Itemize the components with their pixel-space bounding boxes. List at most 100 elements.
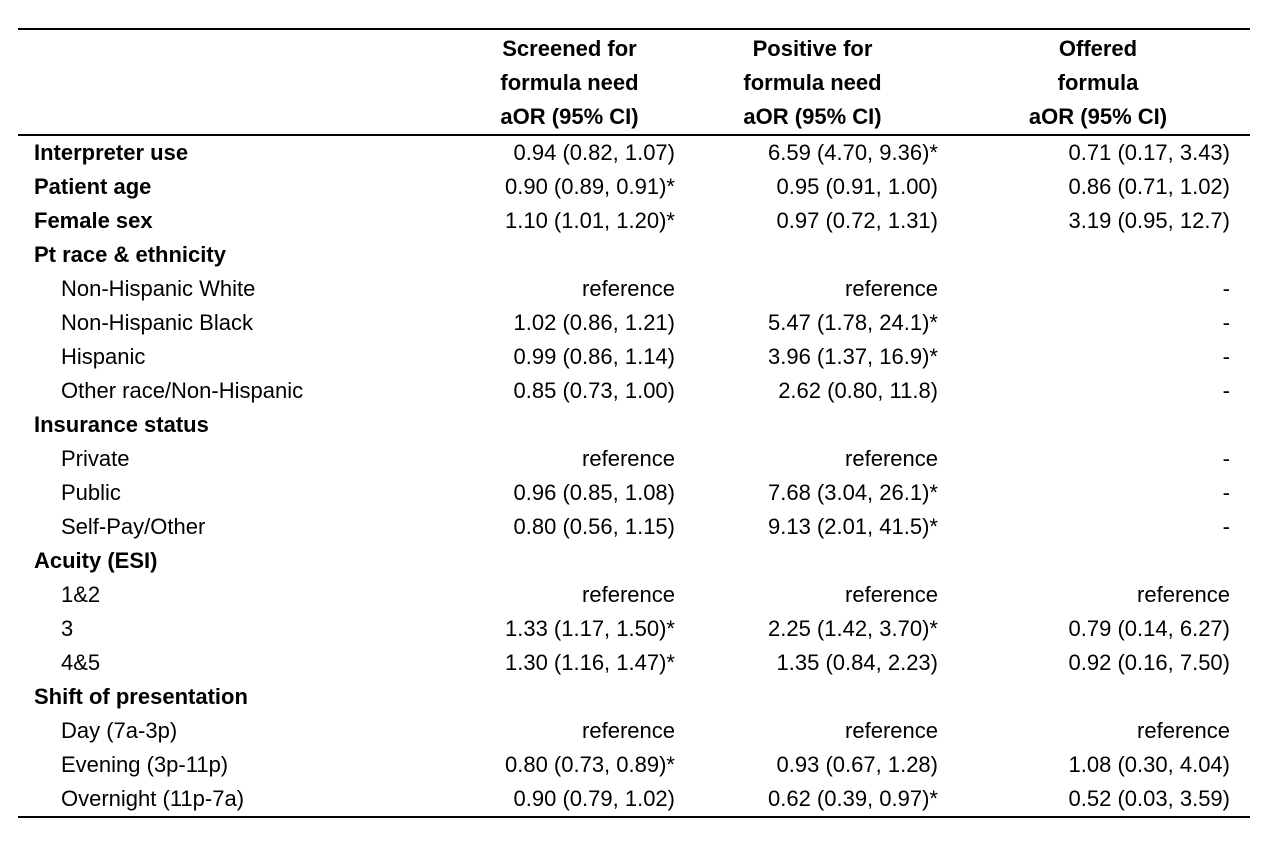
offered-value: reference bbox=[1137, 718, 1230, 743]
positive-value: 0.62 (0.39, 0.97)* bbox=[679, 782, 946, 818]
screened-value: reference bbox=[582, 582, 675, 607]
table-row: Patient age 0.90 (0.89, 0.91)* 0.95 (0.91,… bbox=[18, 170, 1250, 204]
table-row: 3 1.33 (1.17, 1.50)* 2.25 (1.42, 3.70)* 0.7… bbox=[18, 612, 1250, 646]
row-group-label: Pt race & ethnicity bbox=[34, 242, 226, 267]
table-row: Interpreter use 0.94 (0.82, 1.07) 6.59 (4.… bbox=[18, 135, 1250, 170]
positive-value: 2.25 (1.42, 3.70)* bbox=[767, 616, 938, 641]
offered-value: - bbox=[1222, 514, 1230, 539]
offered-value bbox=[946, 680, 1250, 714]
offered-value: 0.52 (0.03, 3.59) bbox=[946, 782, 1250, 818]
screened-value: 0.85 (0.73, 1.00) bbox=[513, 378, 675, 403]
positive-value: reference bbox=[845, 718, 938, 743]
header-positive: Positive for formula need aOR (95% CI) bbox=[679, 28, 946, 136]
positive-value: 3.96 (1.37, 16.9)* bbox=[767, 344, 938, 369]
row-sub-label: Evening (3p-11p) bbox=[61, 752, 229, 777]
positive-value: 6.59 (4.70, 9.36)* bbox=[767, 140, 938, 165]
table-header-row: Screened for formula need aOR (95% CI) P… bbox=[18, 28, 1250, 136]
positive-value: reference bbox=[845, 276, 938, 301]
offered-value: - bbox=[1222, 378, 1230, 403]
positive-value: 0.93 (0.67, 1.28) bbox=[776, 752, 938, 777]
screened-value: 0.90 (0.79, 1.02) bbox=[460, 782, 679, 818]
screened-value: 0.80 (0.56, 1.15) bbox=[513, 514, 675, 539]
row-group-label: Female sex bbox=[34, 208, 153, 233]
row-sub-label: Non-Hispanic Black bbox=[61, 310, 253, 335]
table-row: Private reference reference - bbox=[18, 442, 1250, 476]
table-row: 1&2 reference reference reference bbox=[18, 578, 1250, 612]
offered-value: 0.71 (0.17, 3.43) bbox=[1068, 140, 1230, 165]
header-screened-line-3: aOR (95% CI) bbox=[500, 104, 639, 129]
positive-value bbox=[679, 544, 946, 578]
positive-value: reference bbox=[845, 582, 938, 607]
offered-value: - bbox=[1222, 344, 1230, 369]
offered-value: reference bbox=[1137, 582, 1230, 607]
screened-value: 0.99 (0.86, 1.14) bbox=[513, 344, 675, 369]
offered-value: - bbox=[1222, 446, 1230, 471]
screened-value: reference bbox=[582, 718, 675, 743]
offered-value: 1.08 (0.30, 4.04) bbox=[1068, 752, 1230, 777]
screened-value: 1.10 (1.01, 1.20)* bbox=[504, 208, 675, 233]
regression-table-container: Screened for formula need aOR (95% CI) P… bbox=[18, 28, 1250, 818]
row-sub-label: Overnight (11p-7a) bbox=[18, 782, 460, 818]
screened-value: 0.80 (0.73, 0.89)* bbox=[504, 752, 675, 777]
positive-value: reference bbox=[845, 446, 938, 471]
offered-value: 0.92 (0.16, 7.50) bbox=[1068, 650, 1230, 675]
row-group-label: Patient age bbox=[34, 174, 152, 199]
row-group-label: Interpreter use bbox=[34, 140, 189, 165]
header-screened-line-1: Screened for bbox=[502, 36, 637, 61]
header-screened: Screened for formula need aOR (95% CI) bbox=[460, 28, 679, 136]
table-row: Self-Pay/Other 0.80 (0.56, 1.15) 9.13 (2.0… bbox=[18, 510, 1250, 544]
table-row: Day (7a-3p) reference reference reference bbox=[18, 714, 1250, 748]
row-sub-label: 3 bbox=[61, 616, 74, 641]
row-sub-label: 4&5 bbox=[61, 650, 101, 675]
offered-value bbox=[946, 544, 1250, 578]
positive-value: 0.97 (0.72, 1.31) bbox=[776, 208, 938, 233]
header-positive-line-1: Positive for bbox=[752, 36, 873, 61]
offered-value bbox=[946, 408, 1250, 442]
screened-value: 0.90 (0.89, 0.91)* bbox=[504, 174, 675, 199]
screened-value: 1.30 (1.16, 1.47)* bbox=[504, 650, 675, 675]
table-row: Non-Hispanic Black 1.02 (0.86, 1.21) 5.47 … bbox=[18, 306, 1250, 340]
row-sub-label: Self-Pay/Other bbox=[61, 514, 206, 539]
table-row: 4&5 1.30 (1.16, 1.47)* 1.35 (0.84, 2.23) 0.… bbox=[18, 646, 1250, 680]
header-label-column bbox=[18, 28, 460, 136]
table-row: Overnight (11p-7a) 0.90 (0.79, 1.02) 0.62 … bbox=[18, 782, 1250, 818]
offered-value: 3.19 (0.95, 12.7) bbox=[1068, 208, 1230, 233]
row-sub-label: Other race/Non-Hispanic bbox=[61, 378, 304, 403]
screened-value bbox=[460, 238, 679, 272]
positive-value: 9.13 (2.01, 41.5)* bbox=[767, 514, 938, 539]
table-row: Shift of presentation bbox=[18, 680, 1250, 714]
positive-value: 0.95 (0.91, 1.00) bbox=[776, 174, 938, 199]
positive-value bbox=[679, 680, 946, 714]
screened-value: 1.33 (1.17, 1.50)* bbox=[504, 616, 675, 641]
row-sub-label: Public bbox=[61, 480, 121, 505]
header-offered-line-2: formula bbox=[1057, 70, 1139, 95]
offered-value bbox=[946, 238, 1250, 272]
row-sub-label: Hispanic bbox=[61, 344, 146, 369]
screened-value: 1.02 (0.86, 1.21) bbox=[513, 310, 675, 335]
table-row: Non-Hispanic White reference reference - bbox=[18, 272, 1250, 306]
screened-value bbox=[460, 680, 679, 714]
screened-value: 0.96 (0.85, 1.08) bbox=[513, 480, 675, 505]
row-sub-label: Private bbox=[61, 446, 130, 471]
offered-value: 0.79 (0.14, 6.27) bbox=[1068, 616, 1230, 641]
offered-value: - bbox=[1222, 480, 1230, 505]
row-sub-label: Non-Hispanic White bbox=[61, 276, 256, 301]
header-positive-line-2: formula need bbox=[743, 70, 882, 95]
positive-value: 1.35 (0.84, 2.23) bbox=[776, 650, 938, 675]
header-offered-line-1: Offered bbox=[1058, 36, 1138, 61]
row-group-label: Shift of presentation bbox=[34, 684, 248, 709]
table-row: Female sex 1.10 (1.01, 1.20)* 0.97 (0.72, … bbox=[18, 204, 1250, 238]
screened-value bbox=[460, 544, 679, 578]
table-row: Other race/Non-Hispanic 0.85 (0.73, 1.00)… bbox=[18, 374, 1250, 408]
table-row: Public 0.96 (0.85, 1.08) 7.68 (3.04, 26.1)… bbox=[18, 476, 1250, 510]
screened-value: reference bbox=[582, 446, 675, 471]
screened-value: reference bbox=[582, 276, 675, 301]
header-positive-line-3: aOR (95% CI) bbox=[743, 104, 882, 129]
screened-value bbox=[460, 408, 679, 442]
table-row: Hispanic 0.99 (0.86, 1.14) 3.96 (1.37, 16.… bbox=[18, 340, 1250, 374]
row-sub-label: Day (7a-3p) bbox=[61, 718, 178, 743]
table-row: Insurance status bbox=[18, 408, 1250, 442]
header-offered: Offered formula aOR (95% CI) bbox=[946, 28, 1250, 136]
positive-value: 7.68 (3.04, 26.1)* bbox=[767, 480, 938, 505]
row-group-label: Acuity (ESI) bbox=[34, 548, 158, 573]
